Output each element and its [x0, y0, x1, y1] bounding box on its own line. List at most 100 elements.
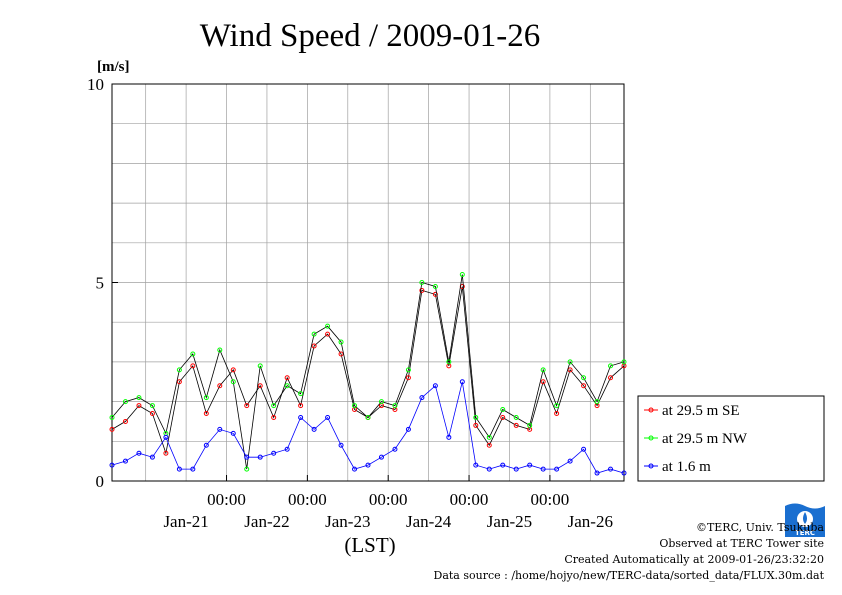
- data-point: [311, 343, 317, 349]
- data-point: [338, 351, 344, 357]
- data-point: [217, 347, 223, 353]
- data-point: [594, 470, 600, 476]
- data-point: [298, 414, 304, 420]
- data-point: [378, 399, 384, 405]
- y-tick-label: 5: [96, 274, 105, 293]
- x-day-label: Jan-23: [325, 512, 370, 531]
- data-point: [298, 403, 304, 409]
- data-point: [540, 379, 546, 385]
- data-point: [459, 272, 465, 278]
- series-line: [111, 274, 625, 470]
- credit-site: Observed at TERC Tower site: [659, 537, 824, 550]
- data-point: [284, 446, 290, 452]
- data-point: [365, 462, 371, 468]
- data-point: [284, 383, 290, 389]
- data-point: [608, 466, 614, 472]
- y-axis-unit: [m/s]: [97, 59, 130, 75]
- series-line: [111, 381, 625, 474]
- series-line: [111, 286, 625, 455]
- data-point: [567, 367, 573, 373]
- x-time-tick-label: 00:00: [369, 490, 408, 509]
- data-point: [244, 403, 250, 409]
- data-point: [176, 466, 182, 472]
- data-point: [109, 414, 115, 420]
- data-point: [122, 399, 128, 405]
- data-point: [581, 383, 587, 389]
- data-point: [554, 411, 560, 417]
- data-point: [190, 363, 196, 369]
- data-point: [325, 414, 331, 420]
- series-1: [109, 272, 627, 472]
- x-time-tick-label: 00:00: [207, 490, 246, 509]
- data-point: [432, 283, 438, 289]
- series-0: [109, 283, 627, 456]
- data-point: [365, 414, 371, 420]
- data-point: [122, 458, 128, 464]
- horizontal-gridlines: [112, 123, 624, 442]
- credits-block: ©TERC, Univ. Tsukuba Observed at TERC To…: [434, 520, 825, 584]
- series-layer: [109, 272, 627, 476]
- vertical-gridlines: [145, 84, 591, 481]
- data-point: [217, 426, 223, 432]
- data-point: [513, 422, 519, 428]
- data-point: [109, 426, 115, 432]
- data-point: [554, 466, 560, 472]
- credit-created: Created Automatically at 2009-01-26/23:3…: [564, 553, 824, 566]
- data-point: [621, 470, 627, 476]
- chart-title: Wind Speed / 2009-01-26: [200, 18, 541, 54]
- data-point: [176, 379, 182, 385]
- data-point: [298, 391, 304, 397]
- data-point: [473, 462, 479, 468]
- data-point: [122, 418, 128, 424]
- data-point: [311, 331, 317, 337]
- data-point: [284, 375, 290, 381]
- x-day-label: Jan-21: [163, 512, 208, 531]
- y-axis-ticks: 0 5 10: [87, 75, 118, 491]
- data-point: [500, 407, 506, 413]
- data-point: [271, 450, 277, 456]
- terc-logo: TERC: [785, 503, 825, 537]
- legend-label: at 29.5 m SE: [662, 403, 740, 419]
- data-point: [446, 434, 452, 440]
- x-axis-label: (LST): [344, 533, 395, 557]
- data-point: [230, 430, 236, 436]
- data-point: [513, 414, 519, 420]
- data-point: [338, 442, 344, 448]
- legend: at 29.5 m SE at 29.5 m NW at 1.6 m: [637, 395, 825, 482]
- data-point: [257, 454, 263, 460]
- data-point: [176, 367, 182, 373]
- data-point: [230, 367, 236, 373]
- data-point: [486, 466, 492, 472]
- x-day-label: Jan-25: [487, 512, 532, 531]
- data-point: [190, 351, 196, 357]
- data-point: [244, 454, 250, 460]
- data-point: [554, 403, 560, 409]
- data-point: [136, 450, 142, 456]
- x-day-label: Jan-24: [406, 512, 452, 531]
- data-point: [446, 359, 452, 365]
- data-point: [149, 403, 155, 409]
- data-point: [392, 403, 398, 409]
- data-point: [338, 339, 344, 345]
- data-point: [473, 422, 479, 428]
- series-2: [109, 379, 627, 476]
- data-point: [163, 434, 169, 440]
- logo-drop-icon: [803, 512, 807, 524]
- x-day-label: Jan-22: [244, 512, 289, 531]
- data-point: [581, 446, 587, 452]
- data-point: [136, 395, 142, 401]
- data-point: [190, 466, 196, 472]
- data-point: [271, 414, 277, 420]
- data-point: [473, 414, 479, 420]
- data-point: [527, 422, 533, 428]
- data-point: [419, 287, 425, 293]
- legend-swatch-point: [648, 407, 654, 413]
- data-point: [419, 280, 425, 285]
- legend-label: at 29.5 m NW: [662, 431, 748, 447]
- data-point: [392, 446, 398, 452]
- data-point: [352, 466, 358, 472]
- data-point: [513, 466, 519, 472]
- data-point: [149, 411, 155, 417]
- data-point: [540, 367, 546, 373]
